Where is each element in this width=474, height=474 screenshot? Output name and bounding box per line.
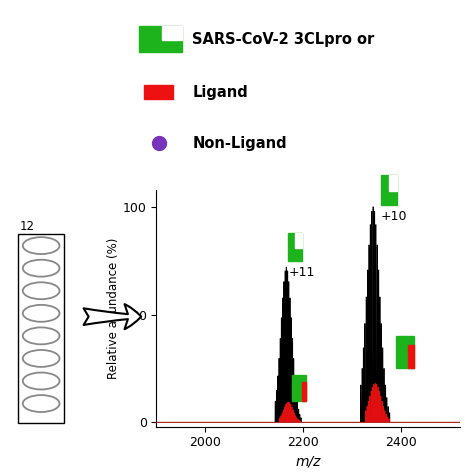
- X-axis label: m/z: m/z: [295, 455, 321, 469]
- Bar: [162, 26, 182, 40]
- Text: SARS-CoV-2 3CLpro or: SARS-CoV-2 3CLpro or: [192, 32, 374, 47]
- Bar: [408, 345, 414, 368]
- Bar: [18, 234, 64, 423]
- Text: Non-Ligand: Non-Ligand: [192, 136, 287, 151]
- Text: +10: +10: [381, 210, 407, 223]
- Bar: [288, 233, 302, 261]
- Text: Ligand: Ligand: [192, 85, 248, 100]
- Bar: [301, 382, 306, 401]
- Text: +11: +11: [289, 266, 315, 279]
- Bar: [396, 336, 414, 368]
- Bar: [292, 375, 306, 401]
- Bar: [139, 26, 182, 52]
- Bar: [381, 174, 397, 205]
- Bar: [295, 233, 302, 248]
- Text: 12: 12: [20, 220, 35, 233]
- Y-axis label: Relative abundance (%): Relative abundance (%): [107, 237, 120, 379]
- Bar: [389, 174, 397, 191]
- Bar: [144, 84, 173, 100]
